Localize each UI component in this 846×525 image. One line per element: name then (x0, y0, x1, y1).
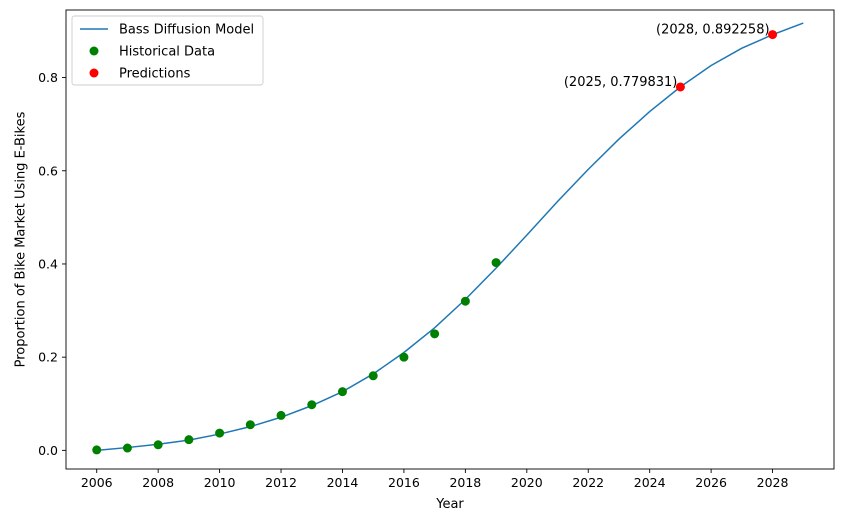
point-historical-data (215, 428, 225, 438)
legend-box (71, 15, 264, 86)
axes-frame (65, 9, 835, 470)
x-tick-label: 2020 (511, 475, 543, 490)
annotation-label: (2025, 0.779831) (564, 75, 678, 90)
x-tick-label: 2028 (757, 475, 789, 490)
point-predictions (675, 82, 685, 92)
y-tick-label: 0.2 (38, 350, 58, 365)
x-tick-label: 2018 (449, 475, 481, 490)
annotation-label: (2028, 0.892258) (656, 23, 770, 38)
plot-area (92, 22, 804, 455)
point-historical-data (92, 445, 102, 455)
legend-label: Historical Data (119, 45, 215, 60)
point-historical-data (307, 400, 317, 410)
y-tick-label: 0.0 (38, 443, 58, 458)
point-historical-data (276, 410, 286, 420)
point-historical-data (184, 435, 194, 445)
point-historical-data (399, 352, 409, 362)
y-tick-label: 0.4 (38, 256, 58, 271)
x-axis-label: Year (435, 497, 464, 512)
annotations: (2025, 0.779831) (2028, 0.892258) (564, 23, 770, 90)
series-line-bass-diffusion-model (96, 22, 804, 452)
x-axis-ticks: 2006 2008 2010 2012 2014 2016 2018 2020 2022 2024… (81, 469, 789, 490)
point-historical-data (122, 443, 132, 453)
x-tick-label: 2014 (327, 475, 359, 490)
point-historical-data (460, 296, 470, 306)
legend-marker-swatch (89, 68, 99, 78)
legend-marker-swatch (89, 46, 99, 56)
legend: Bass Diffusion Model Historical Data Predi… (71, 15, 264, 86)
point-historical-data (337, 387, 347, 397)
y-axis-ticks: 0.0 0.2 0.4 0.6 0.8 (38, 70, 66, 458)
point-historical-data (491, 258, 501, 268)
point-historical-data (430, 329, 440, 339)
x-tick-label: 2016 (388, 475, 420, 490)
point-historical-data (245, 420, 255, 430)
x-tick-label: 2022 (572, 475, 604, 490)
x-tick-label: 2010 (204, 475, 236, 490)
x-tick-label: 2026 (695, 475, 727, 490)
x-tick-label: 2012 (265, 475, 297, 490)
legend-label: Predictions (119, 67, 191, 82)
x-tick-label: 2024 (634, 475, 666, 490)
y-tick-label: 0.8 (38, 70, 58, 85)
x-tick-label: 2008 (142, 475, 174, 490)
y-axis-label: Proportion of Bike Market Using E-Bikes (14, 111, 29, 367)
point-predictions (768, 30, 778, 40)
point-historical-data (153, 440, 163, 450)
point-historical-data (368, 371, 378, 381)
y-tick-label: 0.6 (38, 163, 58, 178)
legend-label: Bass Diffusion Model (119, 23, 254, 38)
x-tick-label: 2006 (81, 475, 113, 490)
